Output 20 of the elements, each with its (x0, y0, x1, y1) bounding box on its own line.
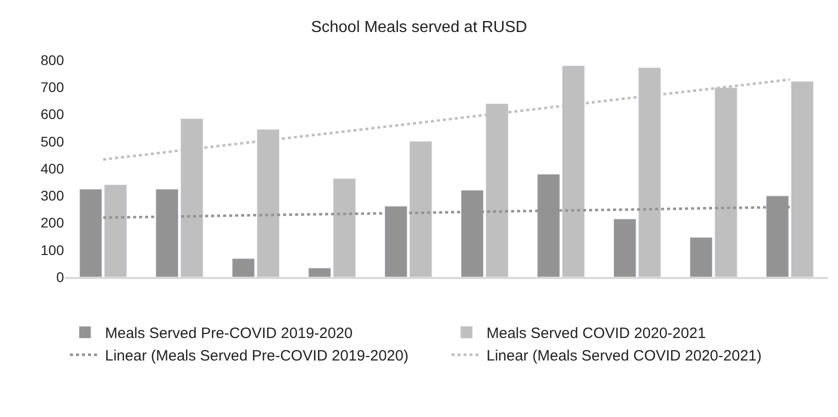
bar (790, 81, 814, 277)
bar (308, 268, 332, 277)
chart-title: School Meals served at RUSD (310, 19, 528, 36)
legend-label: Meals Served COVID 2020-2021 (486, 325, 706, 342)
legend-label: Linear (Meals Served COVID 2020-2021) (486, 348, 762, 365)
y-tick-label: 300 (40, 188, 64, 204)
y-tick-label: 600 (40, 106, 64, 122)
bar (690, 237, 713, 277)
bar (104, 184, 127, 277)
y-tick-label: 400 (40, 160, 64, 176)
y-tick-label: 800 (40, 52, 64, 68)
bar (333, 178, 356, 277)
y-tick-label: 100 (40, 242, 64, 258)
bar (409, 141, 432, 277)
y-tick-label: 500 (40, 133, 64, 150)
y-tick-label: 0 (56, 268, 64, 285)
legend-label: Meals Served Pre-COVID 2019-2020 (105, 325, 353, 342)
legend-label: Linear (Meals Served Pre-COVID 2019-2020) (105, 348, 408, 365)
y-tick-label: 700 (40, 79, 64, 96)
y-tick-label: 200 (40, 214, 64, 231)
